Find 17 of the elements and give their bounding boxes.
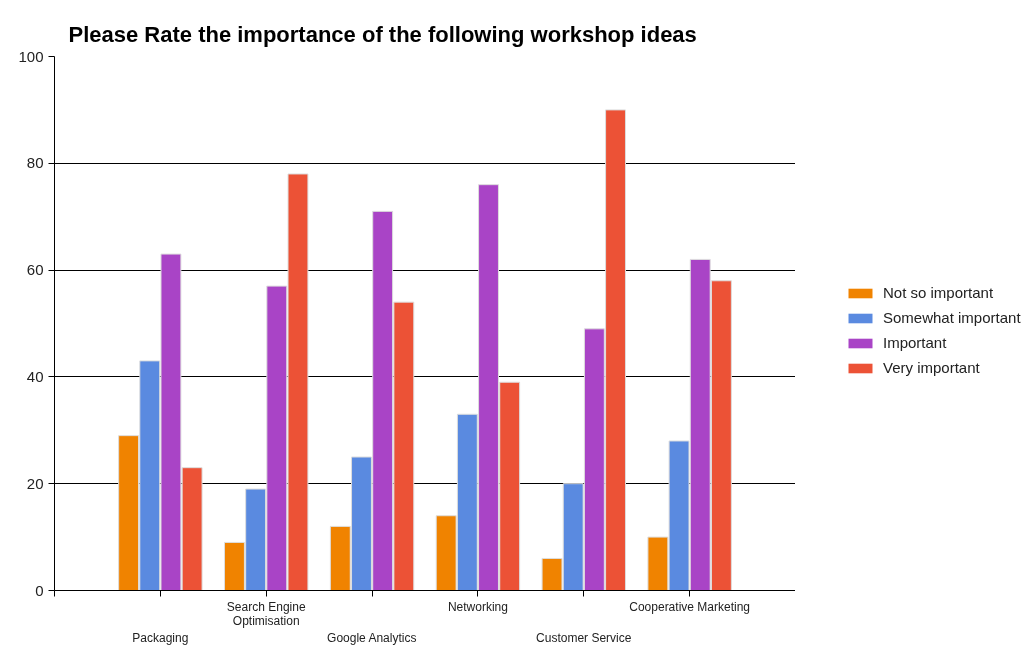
x-tick-label: Search Engine Optimisation	[226, 599, 306, 628]
legend-label: Somewhat important	[883, 309, 1021, 326]
x-tick-label: Networking	[447, 599, 508, 614]
y-tick-label: 60	[26, 261, 44, 279]
y-tick-label: 100	[18, 47, 44, 65]
y-tick-label: 0	[35, 581, 44, 599]
legend-label: Not so important	[883, 284, 994, 301]
x-tick-label: Cooperative Marketing	[629, 599, 751, 614]
chart-title: Please Rate the importance of the following workshop ideas	[68, 21, 697, 47]
y-tick-label: 80	[26, 154, 44, 172]
y-tick-label: 20	[26, 474, 44, 492]
x-tick-label: Customer Service	[536, 630, 632, 645]
legend-label: Very important	[883, 359, 980, 376]
legend-label: Important	[883, 334, 947, 351]
y-tick-label: 40	[26, 367, 44, 385]
x-tick-label: Packaging	[132, 630, 189, 645]
x-tick-label: Google Analytics	[327, 630, 417, 645]
